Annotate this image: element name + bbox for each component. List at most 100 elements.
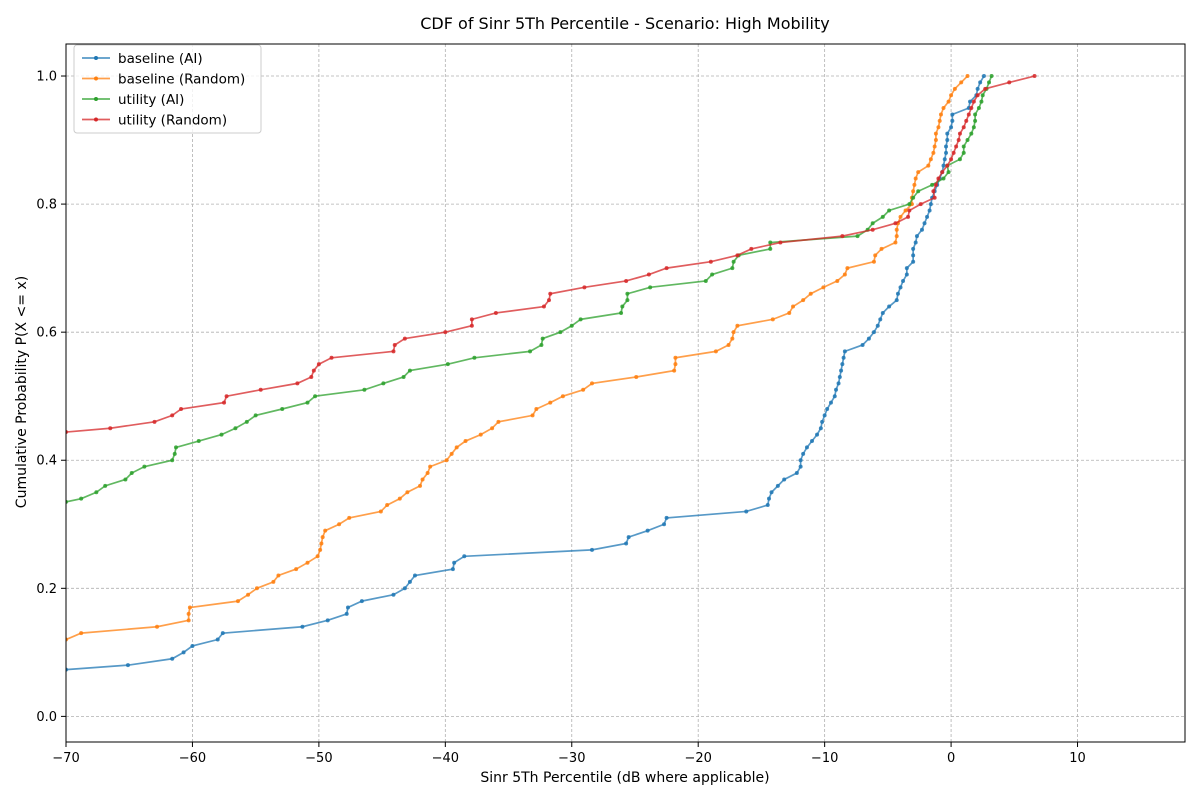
data-point [589, 381, 594, 386]
data-point [309, 374, 314, 379]
data-point [345, 605, 350, 610]
data-point [186, 611, 191, 616]
data-point [927, 208, 932, 213]
data-point [918, 202, 923, 207]
data-point [835, 278, 840, 283]
data-point [450, 567, 455, 572]
data-point [548, 291, 553, 296]
data-point [904, 266, 909, 271]
data-point [901, 278, 906, 283]
series-3 [66, 74, 1037, 435]
data-point [834, 387, 839, 392]
data-point [626, 535, 631, 540]
data-point [246, 592, 251, 597]
data-point [713, 349, 718, 354]
data-point [860, 342, 865, 347]
data-point [837, 374, 842, 379]
data-point [765, 503, 770, 508]
data-point [103, 483, 108, 488]
plot-frame [65, 43, 1186, 743]
y-tick-label: 0.8 [36, 198, 57, 213]
data-point [385, 503, 390, 508]
data-point [832, 394, 837, 399]
data-point [804, 445, 809, 450]
data-point [798, 458, 803, 463]
data-point [170, 458, 175, 463]
data-point [425, 471, 430, 476]
data-point [582, 285, 587, 290]
data-point [402, 336, 407, 341]
data-point [981, 74, 986, 79]
data-point [344, 611, 349, 616]
data-point [258, 387, 263, 392]
data-point [957, 157, 962, 162]
data-point [186, 618, 191, 623]
data-point [870, 227, 875, 232]
data-point [244, 419, 249, 424]
data-point [975, 93, 980, 98]
data-point [558, 330, 563, 335]
data-point [469, 317, 474, 322]
data-point [879, 246, 884, 251]
data-point [928, 157, 933, 162]
data-point [449, 451, 454, 456]
x-tick-label: −40 [432, 751, 459, 766]
data-point [402, 586, 407, 591]
data-point [975, 86, 980, 91]
data-point [472, 355, 477, 360]
data-point [969, 106, 974, 111]
data-point [887, 304, 892, 309]
data-point [547, 298, 551, 303]
data-point [560, 394, 565, 399]
y-tick-label: 0.4 [36, 454, 57, 469]
data-point [979, 99, 984, 104]
data-point [222, 400, 227, 405]
data-point [619, 310, 624, 315]
data-point [911, 195, 916, 200]
data-point [768, 240, 773, 245]
data-point [778, 240, 783, 245]
x-tick-label: −10 [811, 751, 838, 766]
series-2 [66, 74, 994, 504]
data-point [539, 342, 544, 347]
data-point [922, 221, 927, 226]
data-point [945, 131, 950, 136]
data-point [770, 317, 775, 322]
data-point [412, 573, 417, 578]
data-point [932, 144, 937, 149]
data-point [254, 586, 259, 591]
data-point [941, 106, 946, 111]
data-point [645, 528, 650, 533]
data-point [407, 368, 412, 373]
data-point [664, 515, 669, 520]
data-point [946, 99, 951, 104]
data-point [971, 125, 976, 130]
data-point [391, 592, 396, 597]
data-point [405, 490, 410, 495]
data-point [936, 176, 941, 181]
y-tick-label: 1.0 [36, 70, 57, 85]
data-point [767, 496, 772, 501]
data-point [930, 182, 935, 187]
data-point [931, 150, 936, 155]
data-point [973, 112, 978, 117]
data-point [969, 131, 974, 136]
data-point [818, 426, 823, 431]
data-point [821, 285, 826, 290]
legend-item: utility (Random) [82, 113, 227, 129]
data-point [589, 547, 594, 552]
data-point [989, 74, 994, 79]
data-point [987, 80, 992, 85]
data-point [319, 541, 324, 546]
data-point [933, 182, 938, 187]
data-point [152, 419, 157, 424]
data-point [418, 483, 423, 488]
data-point [920, 227, 924, 232]
data-point [730, 266, 735, 271]
data-point [801, 298, 806, 303]
legend-label: utility (Random) [118, 113, 227, 129]
data-point [730, 336, 735, 341]
data-point [1032, 74, 1037, 79]
data-point [937, 118, 942, 123]
data-point [880, 214, 885, 219]
